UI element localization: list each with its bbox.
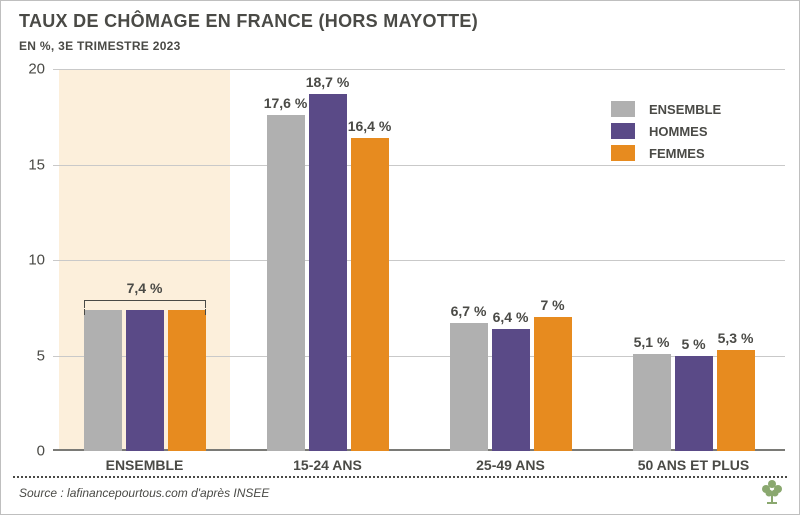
bar xyxy=(84,310,122,451)
y-tick-label: 5 xyxy=(37,347,45,364)
separator-dots xyxy=(13,476,787,478)
bar xyxy=(492,329,530,451)
tree-logo-icon xyxy=(757,476,787,506)
legend-swatch-femmes xyxy=(611,145,635,161)
bar xyxy=(675,356,713,452)
y-tick-label: 10 xyxy=(28,252,45,269)
bar-value-label: 6,7 % xyxy=(451,303,487,319)
bar xyxy=(309,94,347,451)
legend-item: HOMMES xyxy=(611,123,781,139)
value-bracket xyxy=(84,300,206,308)
legend-swatch-ensemble xyxy=(611,101,635,117)
x-tick-label: 25-49 ANS xyxy=(476,457,545,473)
bar xyxy=(534,317,572,451)
bar-value-label: 7 % xyxy=(540,297,564,313)
bar-value-label: 5,1 % xyxy=(634,334,670,350)
y-tick-label: 20 xyxy=(28,61,45,78)
gridline xyxy=(53,260,785,261)
bar-value-label: 18,7 % xyxy=(306,74,350,90)
chart-card: TAUX DE CHÔMAGE EN FRANCE (HORS MAYOTTE)… xyxy=(0,0,800,515)
bar-value-label: 5 % xyxy=(681,336,705,352)
bar-value-label: 16,4 % xyxy=(348,118,392,134)
x-tick-label: ENSEMBLE xyxy=(106,457,184,473)
bar xyxy=(450,323,488,451)
bar xyxy=(717,350,755,451)
legend-swatch-hommes xyxy=(611,123,635,139)
bar xyxy=(126,310,164,451)
bar xyxy=(168,310,206,451)
legend-label: ENSEMBLE xyxy=(649,102,721,117)
y-tick-label: 0 xyxy=(37,443,45,460)
x-tick-label: 15-24 ANS xyxy=(293,457,362,473)
bar xyxy=(351,138,389,451)
x-tick-label: 50 ANS ET PLUS xyxy=(638,457,750,473)
bar-value-label: 17,6 % xyxy=(264,95,308,111)
y-tick-label: 15 xyxy=(28,156,45,173)
bar-value-label: 6,4 % xyxy=(493,309,529,325)
gridline xyxy=(53,69,785,70)
chart-title: TAUX DE CHÔMAGE EN FRANCE (HORS MAYOTTE) xyxy=(19,11,478,32)
legend-label: HOMMES xyxy=(649,124,708,139)
chart-subtitle: EN %, 3E TRIMESTRE 2023 xyxy=(19,39,181,53)
legend-item: ENSEMBLE xyxy=(611,101,781,117)
bar-value-label: 5,3 % xyxy=(718,330,754,346)
legend-item: FEMMES xyxy=(611,145,781,161)
source-text: Source : lafinancepourtous.com d'après I… xyxy=(19,486,269,500)
legend: ENSEMBLE HOMMES FEMMES xyxy=(611,101,781,167)
bar xyxy=(633,354,671,451)
legend-label: FEMMES xyxy=(649,146,705,161)
bar-value-label: 7,4 % xyxy=(127,280,163,296)
bar xyxy=(267,115,305,451)
